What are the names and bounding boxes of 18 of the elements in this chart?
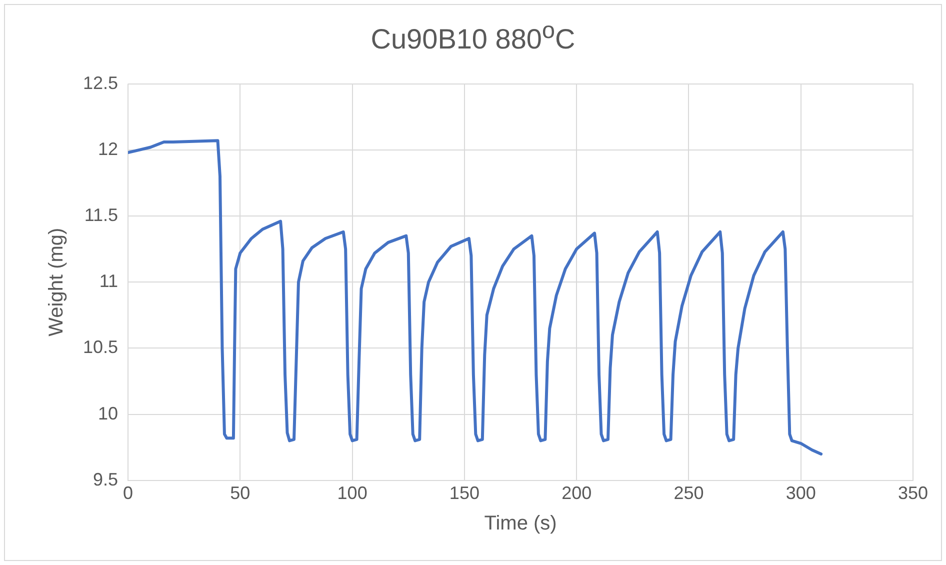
chart-title: Cu90B10 880$^{o}$C [370, 17, 576, 56]
x-tick-label: 50 [230, 483, 250, 504]
x-tick-label: 100 [337, 483, 368, 504]
x-axis-title: Time (s) [484, 512, 557, 535]
y-tick-label: 11 [99, 271, 118, 292]
y-axis-title: Weight (mg) [46, 228, 68, 336]
y-tick-label: 9.5 [93, 469, 118, 490]
y-tick-label: 12 [98, 138, 118, 159]
y-tick-label: 10.5 [82, 337, 118, 358]
x-tick-label: 350 [898, 483, 928, 504]
x-tick-label: 250 [674, 483, 704, 504]
y-tick-label: 11.5 [84, 204, 118, 225]
x-tick-label: 150 [449, 483, 480, 504]
x-tick-label: 200 [562, 483, 592, 504]
y-tick-label: 10 [98, 403, 118, 424]
y-tick-label: 12.5 [82, 72, 118, 93]
x-tick-label: 300 [786, 483, 816, 504]
x-tick-label: 0 [123, 483, 134, 504]
